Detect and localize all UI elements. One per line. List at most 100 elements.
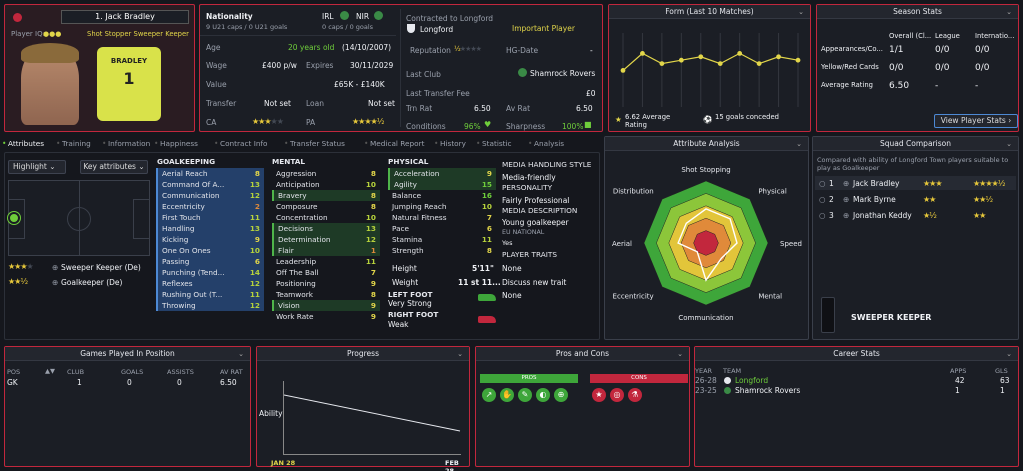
role2[interactable]: Goalkeeper (De): [61, 278, 123, 287]
attribute-row[interactable]: Aggression 8: [272, 168, 380, 179]
boot-icon[interactable]: ✎: [518, 388, 532, 402]
tab-analysis[interactable]: Analysis: [534, 139, 565, 148]
attribute-row[interactable]: Reflexes 12: [156, 278, 264, 289]
ball-control-icon[interactable]: ◐: [536, 388, 550, 402]
discuss-trait-link[interactable]: Discuss new trait: [502, 278, 567, 287]
highlight-dropdown[interactable]: Highlight ⌄: [8, 160, 66, 174]
attribute-row[interactable]: Decisions 13: [272, 223, 380, 234]
role1[interactable]: Sweeper Keeper (De): [61, 263, 141, 272]
av-label: Av Rat: [506, 104, 531, 113]
squad-num: 2: [829, 195, 834, 204]
form-point[interactable]: [737, 51, 743, 56]
attribute-row[interactable]: Anticipation 10: [272, 179, 380, 190]
globe-icon[interactable]: ⊕: [554, 388, 568, 402]
attribute-row[interactable]: Aerial Reach 8: [156, 168, 264, 179]
radar-header[interactable]: Attribute Analysis ⌄: [605, 137, 808, 151]
attribute-name: Concentration: [276, 213, 328, 222]
tab-statistic[interactable]: Statistic: [482, 139, 512, 148]
attribute-row[interactable]: Off The Ball 7: [272, 267, 380, 278]
form-point[interactable]: [795, 57, 801, 63]
trn-label: Trn Rat: [406, 104, 433, 113]
star-badge-icon[interactable]: ★: [592, 388, 606, 402]
attribute-row[interactable]: Vision 9: [272, 300, 380, 311]
games-header[interactable]: Games Played In Position ⌄: [5, 347, 250, 361]
season-header[interactable]: Season Stats ⌄: [817, 5, 1018, 19]
career-apps: 1: [955, 386, 960, 395]
attribute-row[interactable]: Throwing 12: [156, 300, 264, 311]
flask-icon[interactable]: ⚗: [628, 388, 642, 402]
attribute-row[interactable]: Agility 15: [388, 179, 496, 190]
tab-contract-info[interactable]: Contract Info: [220, 139, 268, 148]
attribute-row[interactable]: One On Ones 10: [156, 245, 264, 256]
attribute-row[interactable]: Eccentricity 2: [156, 201, 264, 212]
tab-transfer-status[interactable]: Transfer Status: [290, 139, 345, 148]
attribute-row[interactable]: Passing 6: [156, 256, 264, 267]
form-point[interactable]: [698, 54, 704, 60]
form-point[interactable]: [717, 61, 723, 66]
tab-medical-report[interactable]: Medical Report: [370, 139, 425, 148]
attribute-row[interactable]: Kicking 9: [156, 234, 264, 245]
chevron-down-icon: ⌄: [1006, 140, 1012, 148]
attribute-row[interactable]: Command Of A... 13: [156, 179, 264, 190]
nat1[interactable]: IRL: [322, 12, 334, 21]
attribute-row[interactable]: Composure 8: [272, 201, 380, 212]
form-point[interactable]: [620, 68, 626, 73]
attribute-row[interactable]: Jumping Reach 10: [388, 201, 496, 212]
attribute-row[interactable]: Communication 12: [156, 190, 264, 201]
last-club[interactable]: Shamrock Rovers: [530, 69, 596, 78]
attribute-row[interactable]: Positioning 9: [272, 278, 380, 289]
attribute-row[interactable]: Flair 1: [272, 245, 380, 256]
tab-attributes[interactable]: Attributes: [8, 139, 45, 148]
trend-up-icon[interactable]: ↗: [482, 388, 496, 402]
col-apps: APPS: [950, 367, 967, 375]
attribute-row[interactable]: Concentration 10: [272, 212, 380, 223]
progress-header[interactable]: Progress ⌄: [257, 347, 469, 361]
attribute-row[interactable]: Pace 6: [388, 223, 496, 234]
attribute-row[interactable]: Teamwork 8: [272, 289, 380, 300]
glove-icon[interactable]: ✋: [500, 388, 514, 402]
career-header[interactable]: Career Stats ⌄: [695, 347, 1018, 361]
radar-label: Mental: [758, 292, 782, 300]
proscons-header[interactable]: Pros and Cons ⌄: [476, 347, 689, 361]
col-avrat: AV RAT: [220, 368, 243, 376]
tab-training[interactable]: Training: [62, 139, 91, 148]
tab-happiness[interactable]: Happiness: [160, 139, 198, 148]
attribute-row[interactable]: Rushing Out (T... 11: [156, 289, 264, 300]
view-player-stats-button[interactable]: View Player Stats ›: [934, 114, 1018, 128]
attribute-row[interactable]: Leadership 11: [272, 256, 380, 267]
club-name[interactable]: Longford: [420, 25, 454, 34]
target-icon[interactable]: ◎: [610, 388, 624, 402]
games-pos: GK: [7, 378, 18, 387]
attribute-row[interactable]: Stamina 11: [388, 234, 496, 245]
form-point[interactable]: [640, 51, 645, 56]
star-icon: ★: [615, 115, 622, 124]
caps2: 0 caps / 0 goals: [322, 23, 374, 31]
form-header[interactable]: Form (Last 10 Matches) ⌄: [609, 5, 810, 19]
tab-history[interactable]: History: [440, 139, 466, 148]
attribute-row[interactable]: Balance 16: [388, 190, 496, 201]
goalkeeper-shirt: BRADLEY 1: [97, 47, 161, 121]
attribute-row[interactable]: Bravery 8: [272, 190, 380, 201]
position-marker[interactable]: [8, 212, 20, 224]
key-attributes-dropdown[interactable]: Key attributes ⌄: [80, 160, 148, 174]
attribute-row[interactable]: Work Rate 9: [272, 311, 380, 322]
tab-information[interactable]: Information: [108, 139, 151, 148]
form-point[interactable]: [659, 61, 665, 66]
attribute-row[interactable]: First Touch 11: [156, 212, 264, 223]
attribute-row[interactable]: Strength 8: [388, 245, 496, 256]
attribute-row[interactable]: Natural Fitness 7: [388, 212, 496, 223]
progress-title: Progress: [346, 349, 379, 358]
squad-subtitle: Compared with ability of Longford Town p…: [817, 156, 1009, 172]
nat2[interactable]: NIR: [356, 12, 370, 21]
form-point[interactable]: [776, 54, 781, 60]
squad-header[interactable]: Squad Comparison ⌄: [813, 137, 1018, 151]
player-name-bar[interactable]: 1. Jack Bradley: [61, 10, 189, 24]
squad-row[interactable]: [815, 176, 1016, 190]
form-point[interactable]: [678, 57, 684, 63]
attribute-row[interactable]: Determination 12: [272, 234, 380, 245]
attribute-row[interactable]: Punching (Tend... 14: [156, 267, 264, 278]
games-avrat: 6.50: [220, 378, 237, 387]
attribute-row[interactable]: Acceleration 9: [388, 168, 496, 179]
form-point[interactable]: [756, 61, 762, 66]
attribute-row[interactable]: Handling 13: [156, 223, 264, 234]
